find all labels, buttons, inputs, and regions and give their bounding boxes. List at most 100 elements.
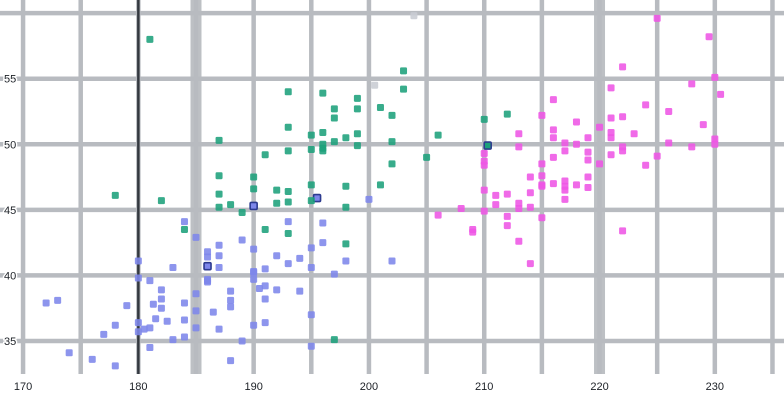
data-point [238,208,246,216]
data-point [215,241,223,249]
data-point [284,123,292,131]
data-point [180,218,188,226]
data-point [261,151,269,159]
data-point [169,264,177,272]
data-point [192,290,200,298]
data-point [388,138,396,146]
data-point [515,205,523,213]
data-point [307,131,315,139]
data-point [572,140,580,148]
series-green [111,35,511,344]
data-point [342,203,350,211]
data-point [653,14,661,22]
data-point [584,156,592,164]
data-point [538,181,546,189]
data-point [204,277,212,285]
data-point [54,296,62,304]
data-point [134,257,142,265]
data-point [538,111,546,119]
data-point [238,337,246,345]
data-point [619,227,627,235]
data-point [688,143,696,151]
data-point [423,153,431,161]
data-point [619,147,627,155]
data-point [584,134,592,142]
data-point [307,244,315,252]
y-tick-label: 35 [4,336,16,348]
data-point [250,173,258,181]
data-point [88,355,96,363]
data-point [388,160,396,168]
data-point [319,128,327,136]
data-point [642,101,650,109]
data-point [250,185,258,193]
data-point [330,114,338,122]
data-point [157,197,165,205]
data-point [215,136,223,144]
data-point [140,325,148,333]
data-point [342,134,350,142]
data-point [503,110,511,118]
data-point [227,296,235,304]
data-point [665,107,673,115]
x-axis-labels: 170 180 190 200 210 220 230 [12,380,725,395]
data-point [192,324,200,332]
x-tick-label: 200 [360,381,378,393]
data-point [469,226,477,234]
y-tick-label: 45 [4,205,16,217]
data-point [342,182,350,190]
ringed-data-point [483,141,492,150]
data-point [111,191,119,199]
data-point [342,257,350,265]
data-point [538,160,546,168]
data-point [526,203,534,211]
x-tick-label: 180 [129,381,147,393]
data-point [227,287,235,295]
data-point [215,264,223,272]
data-point [255,285,263,293]
data-point [584,148,592,156]
data-point [705,33,713,41]
data-point [526,189,534,197]
data-point [250,321,258,329]
data-point [319,147,327,155]
data-point [100,330,108,338]
data-point [296,254,304,262]
data-point [434,211,442,219]
data-point [215,203,223,211]
data-point [157,304,165,312]
data-point [400,67,408,75]
data-point [273,286,281,294]
data-point [215,190,223,198]
data-point [134,274,142,282]
data-point [65,349,73,357]
data-point [561,147,569,155]
ringed-data-point [249,201,258,211]
data-point [549,96,557,104]
data-point [515,130,523,138]
data-point [492,191,500,199]
data-point [480,186,488,194]
data-point [261,226,269,234]
data-point [307,197,315,205]
gridlines [0,0,784,374]
data-point [180,316,188,324]
data-point [134,328,142,336]
x-tick-label: 210 [475,381,493,393]
data-point [227,201,235,209]
data-point [146,344,154,352]
data-point [480,207,488,215]
data-point [319,219,327,227]
data-point [215,252,223,260]
data-point [273,186,281,194]
data-point [630,130,638,138]
data-point [480,115,488,123]
data-point [572,118,580,126]
y-tick-label: 55 [4,74,16,86]
data-point [227,303,235,311]
data-point [111,321,119,329]
data-point [157,286,165,294]
data-point [503,190,511,198]
data-point [503,222,511,230]
